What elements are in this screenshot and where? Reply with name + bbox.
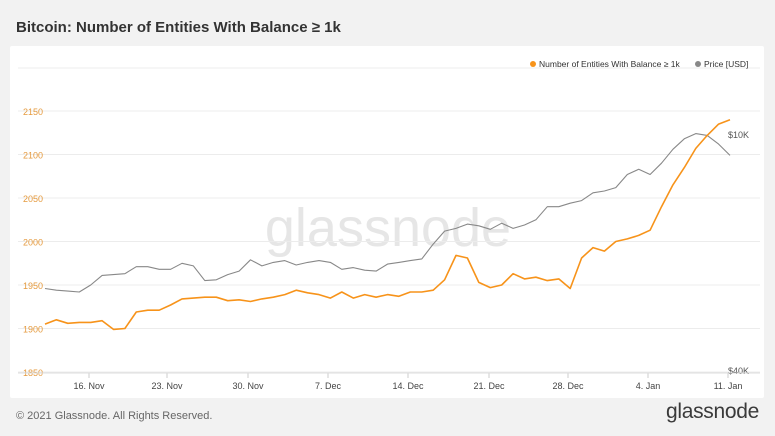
x-tick-label: 4. Jan xyxy=(636,381,661,391)
y-tick-label: 2050 xyxy=(23,194,43,204)
y-right-tick-label: $40K xyxy=(728,366,749,376)
legend-marker xyxy=(695,61,701,67)
watermark: glassnode xyxy=(265,198,511,258)
y-tick-label: 1900 xyxy=(23,325,43,335)
legend-label[interactable]: Number of Entities With Balance ≥ 1k xyxy=(539,59,680,69)
y-right-tick-label: $10K xyxy=(728,130,749,140)
x-tick-label: 16. Nov xyxy=(73,381,105,391)
series-line-entities[interactable] xyxy=(44,118,731,331)
chart-panel xyxy=(10,46,764,398)
grid xyxy=(18,67,760,373)
series-line-price[interactable] xyxy=(44,133,731,293)
y-tick-label: 1950 xyxy=(23,281,43,291)
y-tick-label: 2100 xyxy=(23,151,43,161)
legend-marker xyxy=(530,61,536,67)
series-layer xyxy=(44,118,731,331)
y-tick-label: 2150 xyxy=(23,107,43,117)
glassnode-logo[interactable]: glassnode xyxy=(665,400,759,423)
x-tick-label: 21. Dec xyxy=(473,381,505,391)
legend[interactable]: Number of Entities With Balance ≥ 1k Pric… xyxy=(530,59,748,69)
chart-title: Bitcoin: Number of Entities With Balance… xyxy=(16,19,341,36)
x-tick-label: 7. Dec xyxy=(315,381,342,391)
x-tick-label: 11. Jan xyxy=(714,381,743,391)
x-tick-label: 23. Nov xyxy=(151,381,183,391)
y-tick-label: 2000 xyxy=(23,238,43,248)
legend-label[interactable]: Price [USD] xyxy=(704,59,748,69)
x-tick-label: 14. Dec xyxy=(392,381,424,391)
x-tick-label: 28. Dec xyxy=(552,381,584,391)
x-tick-label: 30. Nov xyxy=(232,381,264,391)
axes: 1850190019502000205021002150$10K$40K16. … xyxy=(18,107,760,391)
copyright: © 2021 Glassnode. All Rights Reserved. xyxy=(16,410,213,422)
